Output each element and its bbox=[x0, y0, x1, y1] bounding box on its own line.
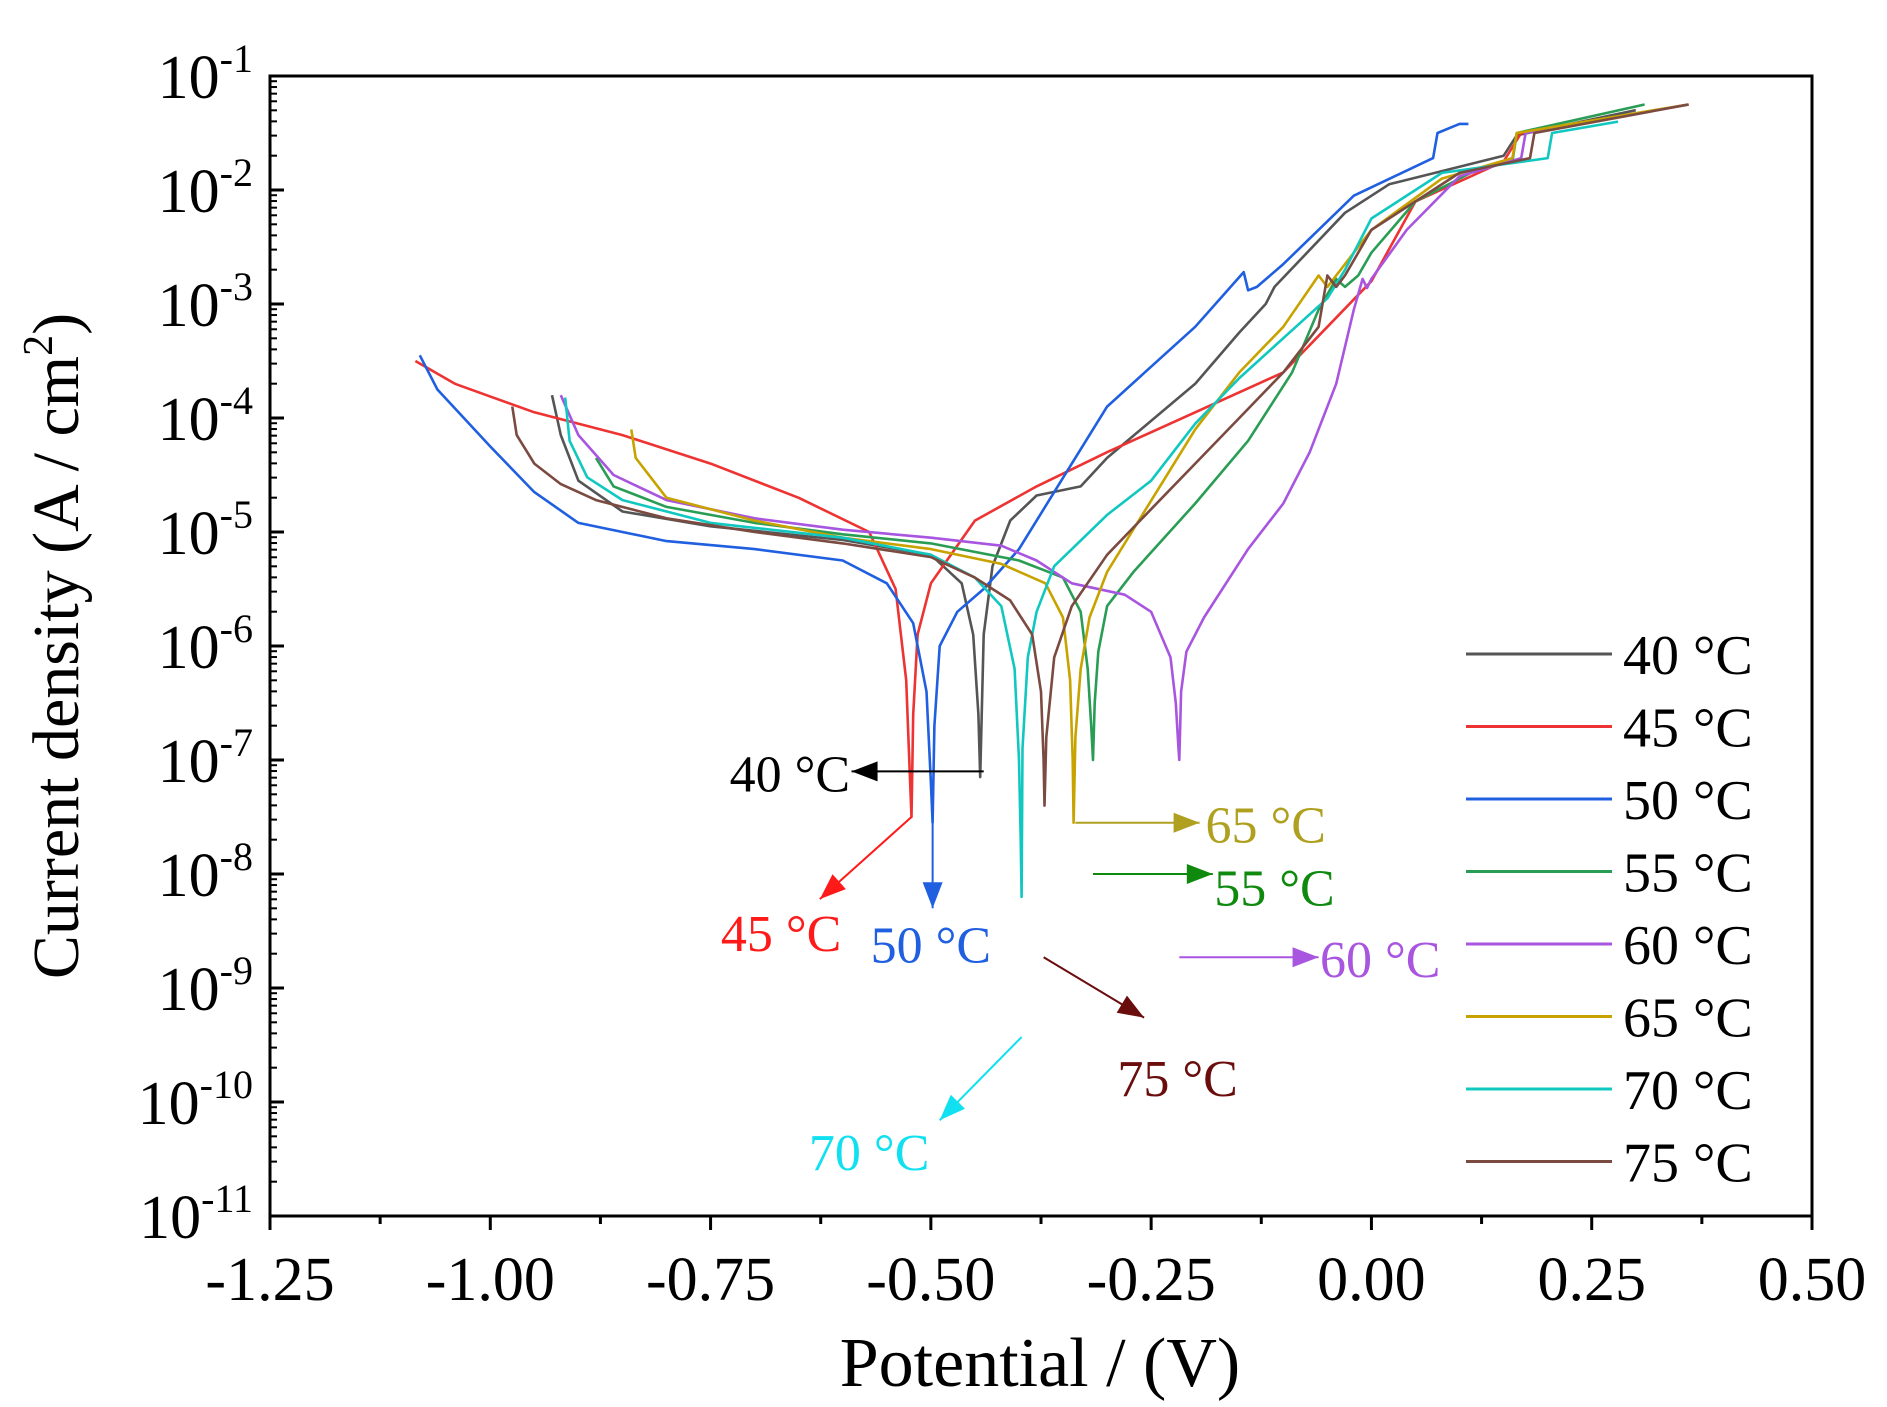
legend-label-4: 60 °C bbox=[1623, 915, 1753, 977]
y-tick-label-10: 10-11 bbox=[139, 1176, 253, 1252]
x-axis-title: Potential / (V) bbox=[840, 1325, 1240, 1402]
annotation-arrowhead-5 bbox=[1292, 947, 1319, 968]
y-tick-label-6: 10-7 bbox=[158, 720, 253, 796]
annotation-arrowhead-0 bbox=[851, 761, 878, 782]
x-tick-label-7: 0.50 bbox=[1758, 1246, 1867, 1314]
series-line-4 bbox=[559, 103, 1689, 762]
annotation-arrowhead-4 bbox=[1186, 864, 1213, 884]
series-line-3 bbox=[594, 103, 1645, 762]
x-tick-label-6: 0.25 bbox=[1537, 1246, 1646, 1314]
annotation-label-1: 45 °C bbox=[721, 906, 841, 963]
annotation-label-6: 70 °C bbox=[809, 1125, 929, 1182]
x-tick-label-2: -0.75 bbox=[646, 1246, 775, 1314]
series-line-7 bbox=[511, 103, 1689, 807]
legend-label-1: 45 °C bbox=[1623, 698, 1753, 760]
legend-label-6: 70 °C bbox=[1623, 1060, 1753, 1122]
legend-label-5: 65 °C bbox=[1623, 988, 1753, 1050]
x-tick-label-1: -1.00 bbox=[426, 1246, 555, 1314]
legend-label-7: 75 °C bbox=[1623, 1133, 1753, 1195]
series-line-2 bbox=[418, 122, 1469, 824]
y-tick-label-4: 10-5 bbox=[158, 492, 253, 568]
legend-label-0: 40 °C bbox=[1623, 625, 1753, 687]
annotation-label-3: 65 °C bbox=[1205, 798, 1325, 855]
x-tick-label-4: -0.25 bbox=[1087, 1246, 1216, 1314]
legend-label-2: 50 °C bbox=[1623, 770, 1753, 832]
series-line-1 bbox=[414, 103, 1689, 819]
series-line-0 bbox=[550, 108, 1637, 779]
series-line-6 bbox=[563, 120, 1619, 899]
annotation-arrowhead-1 bbox=[819, 874, 846, 900]
y-tick-label-1: 10-2 bbox=[158, 150, 253, 226]
legend-label-3: 55 °C bbox=[1623, 843, 1753, 905]
y-tick-label-9: 10-10 bbox=[138, 1062, 253, 1138]
y-tick-label-7: 10-8 bbox=[158, 834, 253, 910]
x-tick-label-0: -1.25 bbox=[205, 1246, 334, 1314]
annotation-arrowhead-2 bbox=[922, 882, 943, 909]
y-tick-label-2: 10-3 bbox=[158, 264, 253, 340]
annotation-label-2: 50 °C bbox=[871, 917, 991, 974]
annotation-label-4: 55 °C bbox=[1214, 860, 1334, 917]
y-tick-label-3: 10-4 bbox=[158, 378, 253, 454]
annotation-arrowhead-3 bbox=[1173, 812, 1200, 833]
annotation-arrowhead-6 bbox=[939, 1094, 966, 1121]
x-tick-label-5: 0.00 bbox=[1317, 1246, 1426, 1314]
annotation-label-7: 75 °C bbox=[1117, 1051, 1237, 1108]
annotation-label-0: 40 °C bbox=[730, 746, 850, 803]
y-tick-label-8: 10-9 bbox=[158, 948, 253, 1024]
series-line-5 bbox=[630, 103, 1689, 824]
y-axis-title: Current density (A / cm2) bbox=[16, 313, 93, 979]
x-tick-label-3: -0.50 bbox=[866, 1246, 995, 1314]
y-tick-label-5: 10-6 bbox=[158, 606, 253, 682]
annotation-arrowhead-7 bbox=[1116, 995, 1145, 1018]
y-tick-label-0: 10-1 bbox=[158, 36, 253, 112]
plot-frame bbox=[268, 74, 1814, 1218]
annotation-label-5: 60 °C bbox=[1320, 932, 1440, 989]
